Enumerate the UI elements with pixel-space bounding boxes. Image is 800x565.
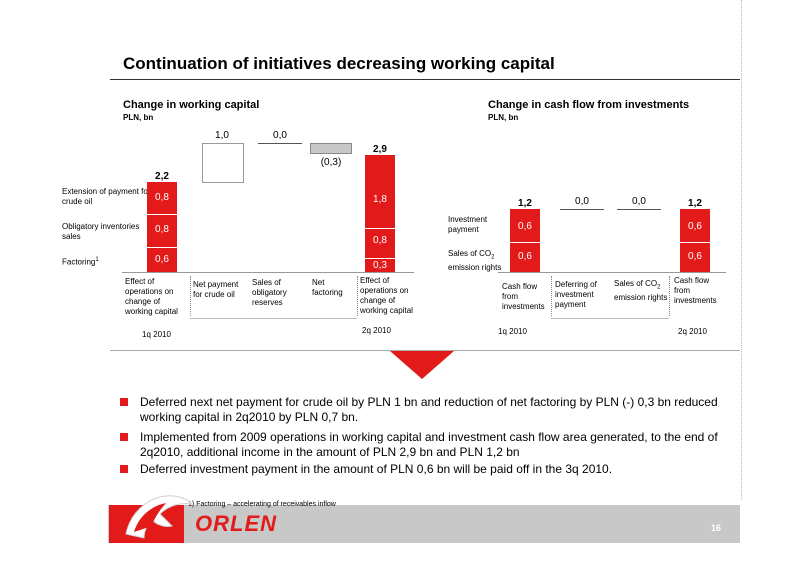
bullet-text-1: Deferred next net payment for crude oil …: [140, 395, 718, 424]
right-divider-1: [551, 276, 552, 316]
left-chart-title: Change in working capital: [123, 99, 260, 111]
bullet-marker-2: [120, 433, 128, 441]
left-chart-baseline: [122, 272, 414, 273]
left-step1-label: 1,0: [215, 130, 229, 141]
footer-bar: [108, 505, 740, 543]
segment-divider: [680, 242, 710, 243]
segment-divider: [365, 228, 395, 229]
bullet-text-3: Deferred investment payment in the amoun…: [140, 462, 613, 476]
left-last-seg-factoring: 0,3: [373, 260, 387, 271]
row-label-obligatory: Obligatory inventories sales: [62, 222, 140, 241]
left-category-step3: Net factoring: [312, 278, 343, 297]
right-category-step1: Deferring of investment payment: [555, 280, 597, 309]
bullet-text-2: Implemented from 2009 operations in work…: [140, 430, 718, 459]
segment-divider: [510, 242, 540, 243]
left-category-step1: Net payment for crude oil: [193, 280, 239, 299]
down-arrow-icon: [390, 351, 454, 379]
right-category-last: Cash flow from investments: [674, 276, 717, 305]
right-bracket-line: [551, 318, 669, 319]
orlen-eagle-logo-icon: [125, 495, 194, 539]
left-period-1: 1q 2010: [142, 330, 171, 339]
bullet-marker-1: [120, 398, 128, 406]
left-bracket-line: [190, 318, 357, 319]
right-last-seg-investment: 0,6: [688, 221, 702, 232]
left-step3-bar: [310, 143, 352, 154]
right-step2-line: [617, 209, 661, 210]
right-step1-label: 0,0: [575, 196, 589, 207]
left-first-bar: 0,8 0,8 0,6: [147, 182, 177, 272]
right-first-total: 1,2: [518, 198, 532, 209]
orlen-logo-text: ORLEN: [195, 511, 277, 536]
bullet-marker-3: [120, 465, 128, 473]
right-last-total: 1,2: [688, 198, 702, 209]
row-label-co2: Sales of CO2 emission rights: [448, 249, 502, 272]
right-period-2: 2q 2010: [678, 327, 707, 336]
left-first-seg-extension: 0,8: [155, 192, 169, 203]
left-category-first: Effect of operations on change of workin…: [125, 277, 178, 316]
right-step1-line: [560, 209, 604, 210]
section-separator: [110, 350, 740, 351]
left-last-bar: 1,8 0,8 0,3: [365, 155, 395, 272]
right-category-first: Cash flow from investments: [502, 282, 545, 311]
left-last-seg-obligatory: 0,8: [373, 235, 387, 246]
right-first-seg-investment: 0,6: [518, 221, 532, 232]
right-last-seg-co2: 0,6: [688, 251, 702, 262]
left-step1-bar: [202, 143, 244, 183]
left-divider-1: [190, 276, 191, 316]
left-chart-unit: PLN, bn: [123, 113, 154, 122]
left-first-seg-obligatory: 0,8: [155, 224, 169, 235]
left-step2-line: [258, 143, 302, 144]
left-last-total: 2,9: [373, 144, 387, 155]
right-first-seg-co2: 0,6: [518, 251, 532, 262]
segment-divider: [147, 247, 177, 248]
right-first-bar: 0,6 0,6: [510, 209, 540, 272]
right-guide-line: [741, 0, 742, 500]
right-chart-unit: PLN, bn: [488, 113, 519, 122]
right-step2-label: 0,0: [632, 196, 646, 207]
left-step2-label: 0,0: [273, 130, 287, 141]
left-first-total: 2,2: [155, 171, 169, 182]
title-rule: [110, 79, 740, 80]
footnote: 1) Factoring – accelerating of receivabl…: [188, 501, 336, 508]
right-category-step2: Sales of CO2 emission rights: [614, 279, 668, 302]
row-label-investment: Investment payment: [448, 215, 488, 234]
page-title: Continuation of initiatives decreasing w…: [123, 54, 555, 73]
left-period-2: 2q 2010: [362, 326, 391, 335]
right-chart-title: Change in cash flow from investments: [488, 99, 690, 111]
right-chart-baseline: [498, 272, 726, 273]
left-last-seg-extension: 1,8: [373, 194, 387, 205]
row-label-factoring: Factoring1: [62, 257, 99, 267]
right-last-bar: 0,6 0,6: [680, 209, 710, 272]
left-category-step2: Sales of obligatory reserves: [252, 278, 287, 307]
page-number: 16: [711, 523, 722, 533]
left-step3-label: (0,3): [320, 157, 342, 168]
row-label-extension: Extension of payment for crude oil: [62, 187, 151, 206]
left-divider-2: [357, 276, 358, 316]
right-period-1: 1q 2010: [498, 327, 527, 336]
left-first-seg-factoring: 0,6: [155, 254, 169, 265]
right-divider-2: [669, 276, 670, 316]
segment-divider: [147, 214, 177, 215]
segment-divider: [365, 258, 395, 259]
left-category-last: Effect of operations on change of workin…: [360, 276, 413, 315]
